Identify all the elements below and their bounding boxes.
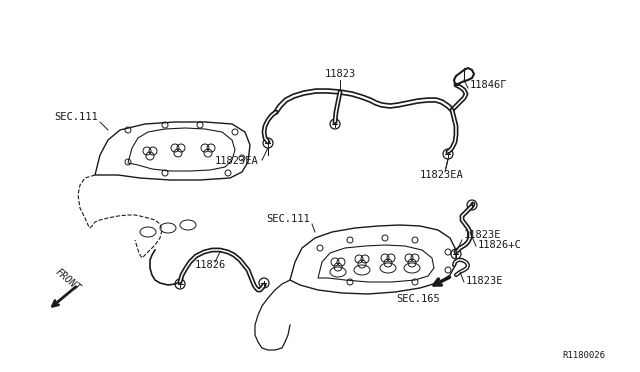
Text: 11823EA: 11823EA xyxy=(420,170,464,180)
Text: 11823EA: 11823EA xyxy=(214,156,258,166)
Text: SEC.165: SEC.165 xyxy=(396,294,440,304)
Text: 11826+C: 11826+C xyxy=(478,240,522,250)
Text: 11823E: 11823E xyxy=(464,230,502,240)
Text: FRONT: FRONT xyxy=(54,267,83,293)
Text: 11823E: 11823E xyxy=(466,276,504,286)
Text: 11846Γ: 11846Γ xyxy=(470,80,508,90)
Text: R1180026: R1180026 xyxy=(562,351,605,360)
Text: 11823: 11823 xyxy=(324,69,356,79)
Text: 11826: 11826 xyxy=(195,260,226,270)
Text: SEC.111: SEC.111 xyxy=(266,214,310,224)
Text: SEC.111: SEC.111 xyxy=(54,112,98,122)
